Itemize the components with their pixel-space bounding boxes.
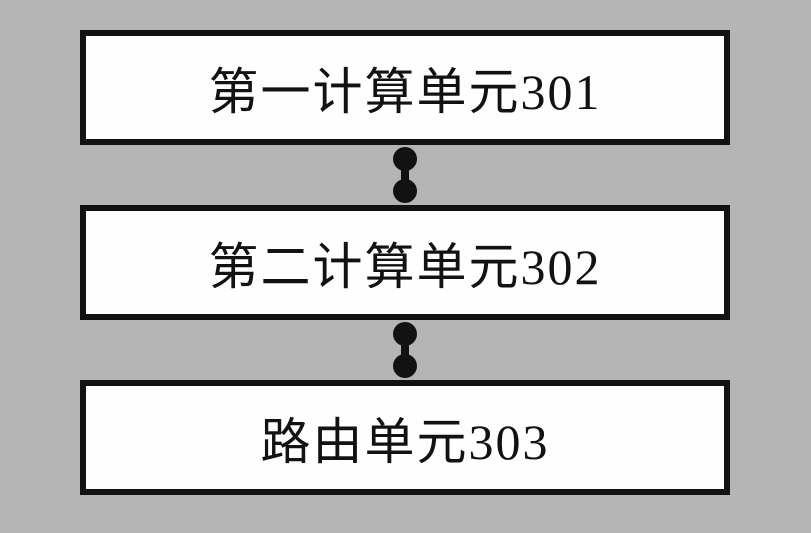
flowchart-node: 第一计算单元301 bbox=[80, 30, 730, 145]
connector-dot-icon bbox=[393, 354, 417, 378]
flowchart-node: 路由单元303 bbox=[80, 380, 730, 495]
flowchart-diagram: 第一计算单元301 第二计算单元302 路由单元303 bbox=[80, 30, 730, 495]
connector-dot-icon bbox=[393, 179, 417, 203]
flowchart-node: 第二计算单元302 bbox=[80, 205, 730, 320]
node-label: 第二计算单元302 bbox=[209, 227, 602, 299]
node-label: 路由单元303 bbox=[261, 402, 550, 474]
flowchart-connector bbox=[80, 320, 730, 380]
node-label: 第一计算单元301 bbox=[209, 52, 602, 124]
flowchart-connector bbox=[80, 145, 730, 205]
